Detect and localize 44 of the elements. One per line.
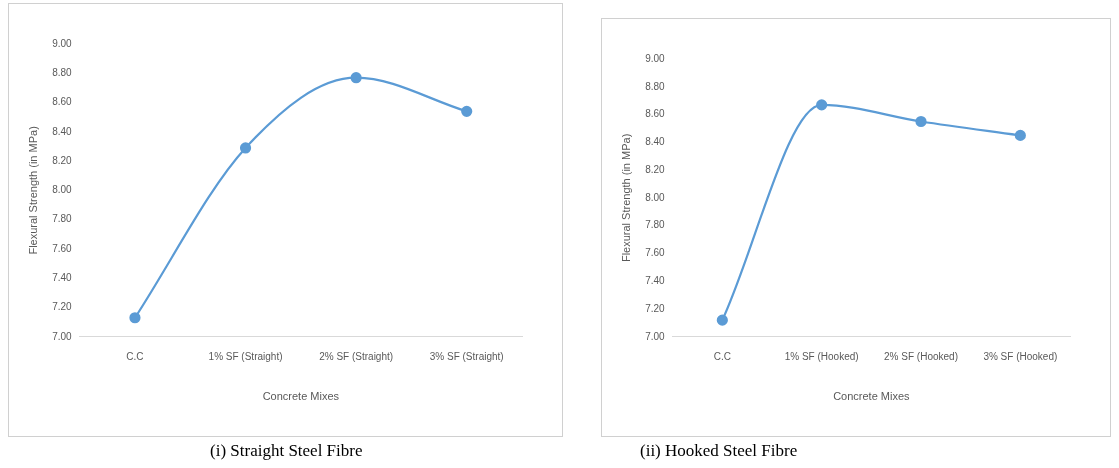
point (350, 72, 362, 84)
y-tick-label: 8.80 (645, 80, 666, 92)
y-tick-label: 9.00 (645, 52, 666, 64)
y-tick-label: 7.00 (645, 330, 666, 342)
y-tick-label: 7.60 (645, 247, 666, 259)
x-tick-label: 2% SF (Hooked) (884, 350, 958, 362)
point (461, 105, 473, 117)
y-axis-title: Flexural Strength (in MPa) (619, 133, 632, 263)
y-tick-label: 7.40 (645, 274, 666, 286)
y-tick-label: 8.40 (645, 136, 666, 148)
y-tick-label: 7.20 (645, 302, 666, 314)
y-tick-label: 7.80 (645, 219, 666, 231)
y-tick-label: 8.60 (52, 96, 73, 108)
x-axis-title: Concrete Mixes (833, 390, 911, 403)
point (239, 142, 252, 154)
x-tick-label: 3% SF (Hooked) (983, 350, 1058, 362)
x-tick-label: C.C (713, 350, 731, 362)
y-tick-label: 8.80 (52, 67, 73, 79)
y-tick-label: 7.80 (52, 213, 73, 225)
point (915, 115, 927, 128)
y-tick-label: 8.00 (645, 191, 666, 203)
y-tick-label: 8.20 (52, 154, 73, 166)
point (816, 99, 828, 111)
y-tick-label: 7.00 (52, 330, 73, 342)
text: (i) Straight Steel Fibre (210, 441, 363, 461)
y-axis-title: Flexural Strength (in MPa) (26, 126, 39, 255)
y-tick-label: 8.60 (645, 108, 666, 120)
x-tick-label: 1% SF (Straight) (208, 350, 283, 362)
text: (ii) Hooked Steel Fibre (640, 441, 798, 461)
x-tick-label: C.C (126, 350, 144, 362)
point (1014, 129, 1026, 141)
y-tick-label: 7.20 (52, 301, 73, 313)
y-tick-label: 7.60 (52, 242, 73, 254)
y-tick-label: 8.00 (52, 184, 73, 196)
y-tick-label: 9.00 (52, 37, 73, 49)
point (716, 314, 728, 326)
x-tick-label: 2% SF (Straight) (319, 350, 394, 362)
point (129, 312, 141, 324)
x-axis-title: Concrete Mixes (262, 390, 340, 403)
y-tick-label: 8.40 (52, 125, 73, 137)
y-tick-label: 8.20 (645, 163, 666, 175)
y-tick-label: 7.40 (52, 271, 73, 283)
x-tick-label: 1% SF (Hooked) (784, 350, 859, 362)
x-tick-label: 3% SF (Straight) (429, 350, 504, 362)
